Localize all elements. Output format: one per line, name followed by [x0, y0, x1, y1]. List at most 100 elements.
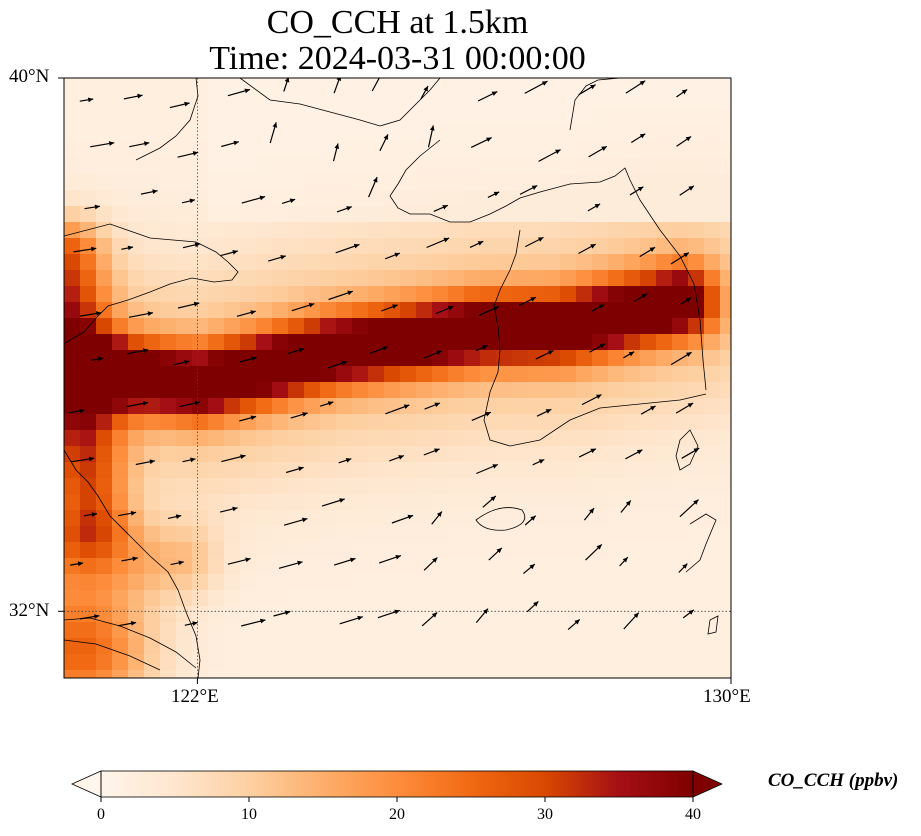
field-cell — [368, 414, 385, 431]
wind-arrow — [220, 250, 238, 257]
field-cell — [352, 398, 369, 415]
field-cell — [496, 270, 513, 287]
field-cell — [416, 414, 433, 431]
field-cell — [176, 78, 193, 95]
colorbar — [71, 770, 723, 802]
field-cell — [368, 222, 385, 239]
field-cell — [528, 334, 545, 351]
field-cell — [176, 638, 193, 655]
field-cell — [704, 638, 721, 655]
field-cell — [512, 590, 529, 607]
field-cell — [128, 542, 145, 559]
field-cell — [400, 158, 417, 175]
field-cell — [256, 254, 273, 271]
field-cell — [192, 622, 209, 639]
field-cell — [192, 142, 209, 159]
field-cell — [592, 222, 609, 239]
field-cell — [544, 78, 561, 95]
colorbar-tick-40: 40 — [685, 806, 701, 823]
field-cell — [480, 574, 497, 591]
field-cell — [464, 526, 481, 543]
field-cell — [688, 206, 705, 223]
field-cell — [160, 302, 177, 319]
field-cell — [240, 510, 257, 527]
field-cell — [80, 414, 97, 431]
field-cell — [624, 494, 641, 511]
field-cell — [576, 238, 593, 255]
field-cell — [336, 654, 353, 671]
field-cell — [576, 286, 593, 303]
field-cell — [560, 494, 577, 511]
field-cell — [656, 158, 673, 175]
wind-arrow — [591, 303, 605, 312]
field-cell — [576, 110, 593, 127]
field-cell — [400, 478, 417, 495]
wind-arrow — [123, 93, 143, 100]
field-cell — [576, 126, 593, 143]
field-cell — [160, 254, 177, 271]
field-cell — [400, 286, 417, 303]
field-cell — [160, 222, 177, 239]
wind-arrow — [385, 404, 410, 415]
field-cell — [96, 574, 113, 591]
field-cell — [432, 590, 449, 607]
field-cell — [688, 350, 705, 367]
wind-arrow — [420, 85, 429, 100]
field-cell — [512, 622, 529, 639]
field-cell — [64, 366, 81, 383]
field-cell — [112, 254, 129, 271]
field-cell — [192, 222, 209, 239]
field-cell — [112, 174, 129, 191]
field-cell — [128, 222, 145, 239]
field-cell — [640, 382, 657, 399]
field-cell — [384, 558, 401, 575]
field-cell — [320, 638, 337, 655]
field-cell — [240, 462, 257, 479]
field-cell — [288, 286, 305, 303]
field-cell — [528, 638, 545, 655]
field-cell — [560, 590, 577, 607]
field-cell — [320, 398, 337, 415]
field-cell — [96, 446, 113, 463]
field-cell — [688, 158, 705, 175]
field-cell — [256, 270, 273, 287]
field-cell — [528, 206, 545, 223]
field-cell — [112, 558, 129, 575]
field-cell — [496, 622, 513, 639]
wind-arrow — [680, 297, 692, 305]
field-cell — [720, 174, 731, 191]
field-cell — [688, 190, 705, 207]
field-cell — [416, 494, 433, 511]
field-cell — [560, 366, 577, 383]
field-cell — [688, 286, 705, 303]
field-cell — [128, 334, 145, 351]
field-cell — [656, 110, 673, 127]
field-cell — [512, 270, 529, 287]
field-cell — [704, 110, 721, 127]
field-cell — [656, 382, 673, 399]
field-cell — [512, 526, 529, 543]
field-cell — [480, 590, 497, 607]
wind-arrow — [335, 243, 360, 254]
field-cell — [592, 446, 609, 463]
field-cell — [352, 254, 369, 271]
axis-ticks — [58, 77, 732, 684]
field-cell — [688, 142, 705, 159]
field-cell — [320, 446, 337, 463]
field-cell — [224, 510, 241, 527]
field-cell — [240, 638, 257, 655]
field-cell — [96, 414, 113, 431]
field-cell — [192, 414, 209, 431]
field-cell — [400, 574, 417, 591]
field-cell — [176, 398, 193, 415]
field-cell — [464, 558, 481, 575]
field-cell — [288, 398, 305, 415]
field-cell — [96, 526, 113, 543]
field-cell — [624, 174, 641, 191]
field-cell — [176, 590, 193, 607]
field-cell — [64, 382, 81, 399]
field-cell — [192, 78, 209, 95]
field-cell — [480, 254, 497, 271]
wind-arrow — [239, 356, 257, 363]
field-cell — [288, 510, 305, 527]
